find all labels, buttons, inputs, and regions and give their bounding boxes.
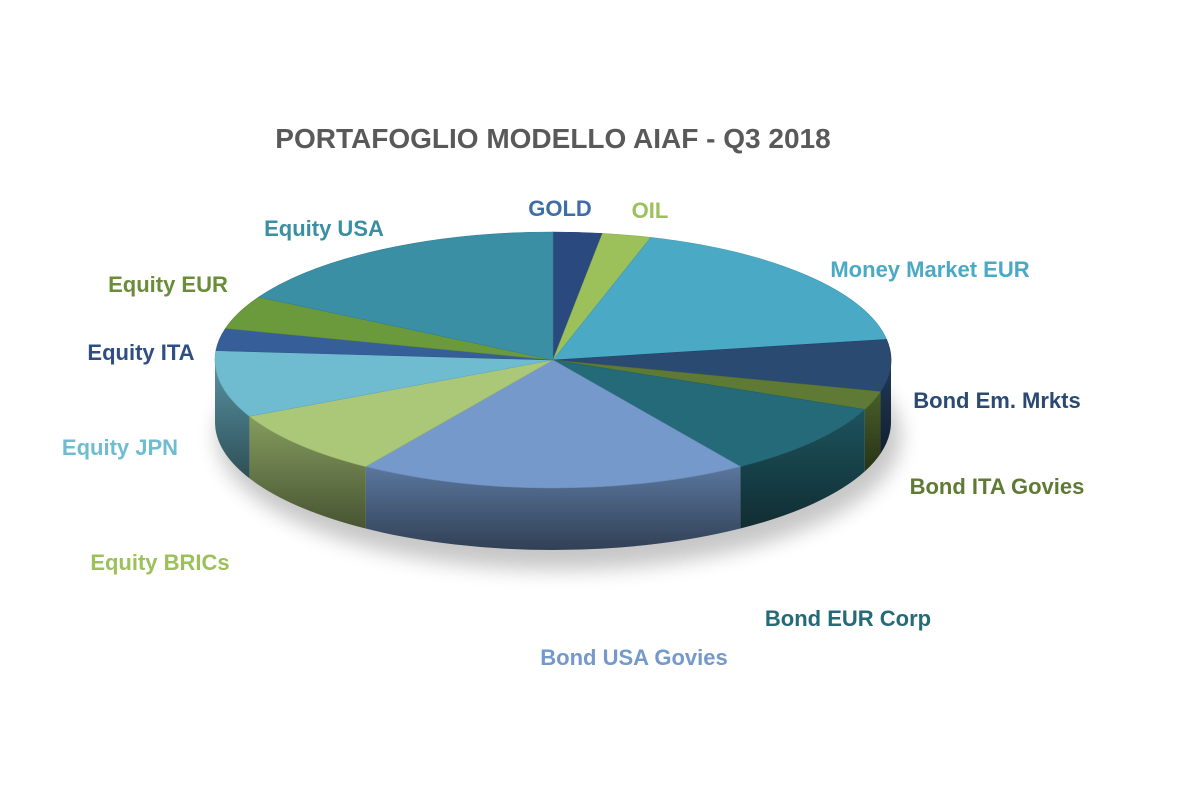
slice-label-bond-em-mrkts: Bond Em. Mrkts bbox=[913, 388, 1080, 413]
slice-label-oil: OIL bbox=[632, 198, 669, 223]
pie-slice-equity-jpn bbox=[214, 350, 554, 417]
chart-title: PORTAFOGLIO MODELLO AIAF - Q3 2018 bbox=[275, 123, 830, 154]
slice-label-equity-eur: Equity EUR bbox=[108, 272, 228, 297]
pie-labels: GOLD OIL Money Market EUR Bond Em. Mrkts Bon… bbox=[62, 196, 1084, 670]
pie-slice-equity-brics bbox=[248, 359, 554, 467]
slice-label-gold: GOLD bbox=[528, 196, 592, 221]
pie-side-bond-usa-govies bbox=[365, 466, 741, 550]
pie-slice-equity-usa bbox=[257, 231, 554, 361]
slice-label-money-market-eur: Money Market EUR bbox=[830, 257, 1029, 282]
slice-label-equity-ita: Equity ITA bbox=[87, 340, 194, 365]
pie-side-bond-ita-govies bbox=[864, 391, 881, 472]
pie-slice-bond-usa-govies bbox=[364, 359, 742, 489]
slice-label-equity-jpn: Equity JPN bbox=[62, 435, 178, 460]
slice-label-bond-usa-govies: Bond USA Govies bbox=[540, 645, 727, 670]
pie-side-bond-eur-corp bbox=[740, 409, 865, 529]
pie-slice-money-market-eur bbox=[552, 237, 888, 361]
slice-label-equity-brics: Equity BRICs bbox=[90, 550, 229, 575]
pie-slice-bond-eur-corp bbox=[552, 359, 866, 467]
slice-label-bond-eur-corp: Bond EUR Corp bbox=[765, 606, 931, 631]
pie-slice-bond-em-mrkts bbox=[552, 339, 892, 392]
pie-side-equity-brics bbox=[249, 416, 366, 529]
slice-label-bond-ita-govies: Bond ITA Govies bbox=[910, 474, 1085, 499]
pie-top bbox=[214, 231, 892, 489]
pie-side-bond-em-mrkts bbox=[880, 360, 892, 454]
slice-label-equity-usa: Equity USA bbox=[264, 216, 384, 241]
pie-side bbox=[215, 360, 892, 550]
